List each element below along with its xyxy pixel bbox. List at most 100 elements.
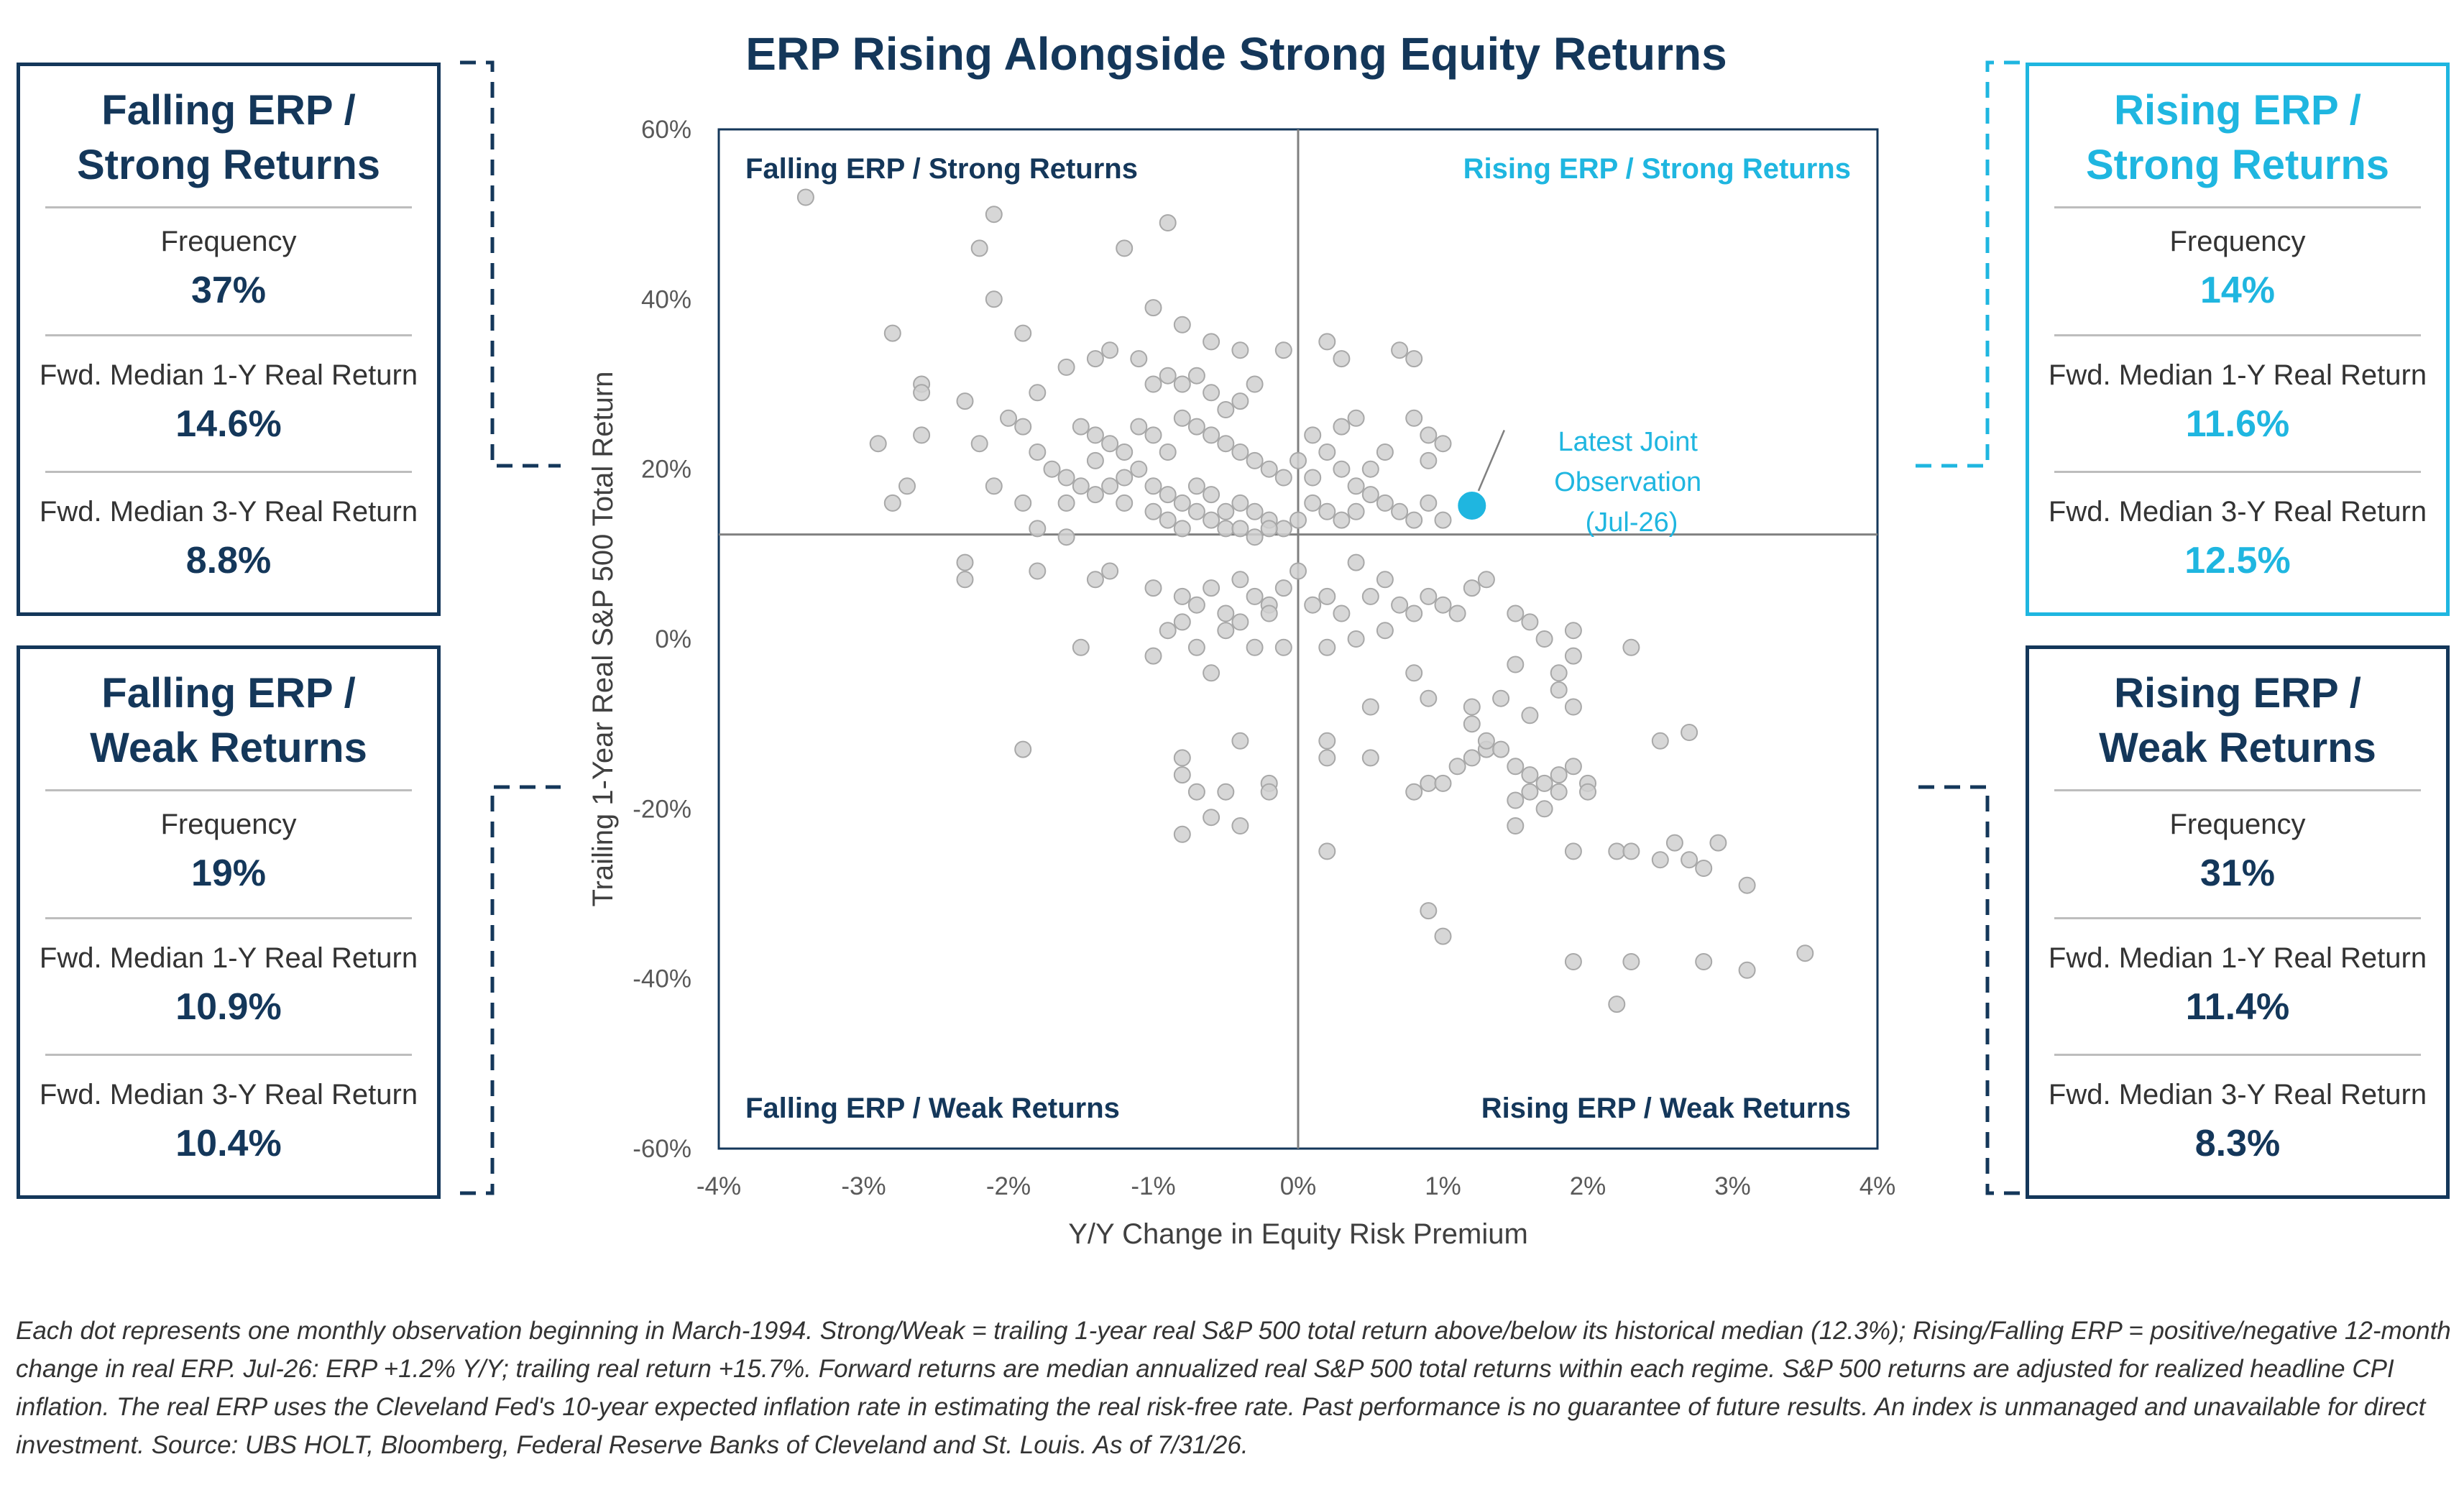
scatter-point	[1521, 783, 1539, 801]
quadrant-label-bottom-right: Rising ERP / Weak Returns	[1481, 1093, 1851, 1124]
scatter-point	[1246, 502, 1264, 520]
scatter-point	[1130, 418, 1148, 436]
scatter-point	[1622, 842, 1640, 860]
scatter-point	[1420, 426, 1438, 444]
box-title-line: Strong Returns	[76, 142, 381, 188]
quadrant-label-bottom-left: Falling ERP / Weak Returns	[745, 1093, 1120, 1124]
scatter-point	[1187, 367, 1205, 385]
footnote: Each dot represents one monthly observat…	[16, 1317, 2451, 1459]
x-tick-label: 4%	[1860, 1172, 1896, 1200]
scatter-point	[1333, 511, 1351, 529]
y-tick-label: 40%	[641, 285, 691, 313]
scatter-point	[1116, 443, 1134, 461]
scatter-point	[1116, 239, 1134, 257]
scatter-point	[1405, 409, 1423, 427]
scatter-point	[1507, 604, 1525, 622]
box-title: Rising ERP / Strong Returns	[2029, 83, 2446, 193]
connector-falling-strong	[460, 60, 561, 468]
scatter-point	[1681, 851, 1698, 869]
scatter-point	[913, 426, 931, 444]
y-tick-label: 60%	[641, 116, 691, 144]
y-axis-label: Trailing 1-Year Real S&P 500 Total Retur…	[587, 372, 619, 907]
scatter-point	[1274, 341, 1292, 359]
scatter-point	[1159, 622, 1177, 640]
scatter-point	[1057, 469, 1075, 487]
latest-observation-dot	[1456, 489, 1489, 522]
box-divider	[2054, 1054, 2421, 1056]
frequency-label: Frequency	[160, 809, 297, 840]
three-year-label: Fwd. Median 3-Y Real Return	[2048, 496, 2427, 528]
frequency-label: Frequency	[160, 226, 297, 257]
scatter-point	[1173, 613, 1191, 631]
box-title-line: Weak Returns	[2099, 725, 2376, 771]
scatter-point	[1361, 460, 1379, 478]
scatter-point	[1521, 766, 1539, 784]
scatter-point	[1448, 758, 1466, 776]
y-tick-label: -60%	[633, 1135, 691, 1163]
x-tick-label: -3%	[841, 1172, 886, 1200]
box-divider	[2054, 334, 2421, 336]
scatter-point	[1217, 520, 1235, 538]
x-tick-label: 1%	[1425, 1172, 1461, 1200]
scatter-point	[1507, 758, 1525, 776]
scatter-point	[1420, 774, 1438, 792]
box-rising-strong: Rising ERP / Strong Returns Frequency 14…	[2026, 63, 2450, 616]
one-year-value: 10.9%	[175, 986, 282, 1028]
scatter-point	[1376, 494, 1394, 512]
scatter-point	[1333, 460, 1351, 478]
scatter-point	[1231, 520, 1249, 538]
scatter-point	[1116, 494, 1134, 512]
scatter-point	[1333, 418, 1351, 436]
scatter-point	[1290, 562, 1307, 580]
scatter-point	[1274, 638, 1292, 656]
scatter-point	[985, 477, 1003, 495]
quadrant-label-top-right: Rising ERP / Strong Returns	[1463, 153, 1851, 185]
box-divider	[2054, 471, 2421, 473]
scatter-point	[1159, 367, 1177, 385]
quadrant-label-top-left: Falling ERP / Strong Returns	[745, 153, 1138, 185]
scatter-point	[1521, 707, 1539, 725]
scatter-point	[1535, 774, 1553, 792]
scatter-point	[1203, 664, 1220, 682]
scatter-point	[1231, 817, 1249, 834]
three-year-value: 10.4%	[175, 1123, 282, 1164]
scatter-point	[985, 206, 1003, 224]
scatter-point	[1144, 502, 1162, 520]
scatter-point	[1376, 571, 1394, 589]
scatter-point	[1203, 426, 1220, 444]
scatter-point	[1014, 494, 1032, 512]
scatter-point	[1391, 596, 1409, 614]
scatter-point	[1347, 409, 1365, 427]
box-divider	[45, 334, 412, 336]
box-title-line: Falling ERP /	[101, 87, 356, 134]
three-year-value: 8.8%	[185, 540, 272, 581]
scatter-point	[1246, 587, 1264, 605]
one-year-label: Fwd. Median 1-Y Real Return	[39, 942, 418, 974]
y-tick-label: -40%	[633, 965, 691, 993]
scatter-point	[1550, 783, 1568, 801]
box-title-line: Weak Returns	[90, 725, 367, 771]
scatter-point	[1796, 944, 1814, 962]
scatter-point	[1290, 511, 1307, 529]
scatter-point	[1130, 350, 1148, 368]
scatter-point	[1333, 604, 1351, 622]
scatter-point	[1086, 571, 1104, 589]
scatter-point	[1318, 502, 1336, 520]
scatter-point	[1231, 392, 1249, 410]
scatter-point	[1274, 469, 1292, 487]
scatter-point	[1159, 443, 1177, 461]
three-year-label: Fwd. Median 3-Y Real Return	[39, 1079, 418, 1110]
scatter-point	[1029, 562, 1047, 580]
scatter-point	[1231, 571, 1249, 589]
latest-observation-leader	[1476, 429, 1505, 493]
scatter-point	[1564, 842, 1582, 860]
scatter-point	[1203, 486, 1220, 504]
scatter-point	[1420, 451, 1438, 469]
scatter-point	[1217, 435, 1235, 453]
box-rising-weak: Rising ERP / Weak Returns Frequency 31% …	[2026, 645, 2450, 1199]
scatter-point	[1361, 587, 1379, 605]
scatter-point	[1217, 604, 1235, 622]
scatter-point	[1101, 562, 1119, 580]
